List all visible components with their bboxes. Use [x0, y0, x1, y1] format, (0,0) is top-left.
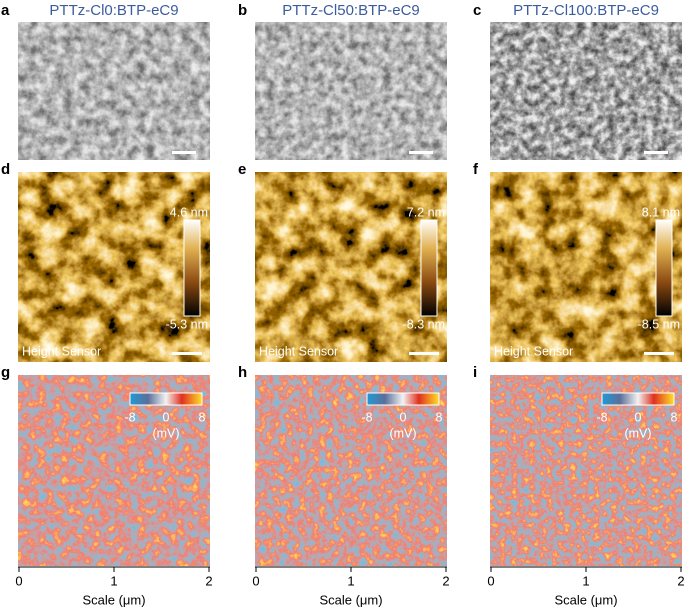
- height-min-label: -5.3 nm: [166, 317, 208, 331]
- height-min-label: -8.3 nm: [403, 317, 445, 331]
- height-max-label: 8.1 nm: [642, 205, 680, 219]
- sem-image: [255, 22, 447, 160]
- kp-image: [490, 375, 682, 566]
- potential-unit: (mV): [389, 426, 416, 440]
- panel-letter: i: [473, 364, 477, 381]
- potential-tick-label: -8: [361, 410, 372, 424]
- potential-tick-label: 8: [436, 410, 443, 424]
- scale-bar: [172, 151, 196, 154]
- panel-letter: g: [1, 364, 10, 381]
- potential-tick-label: -8: [124, 410, 135, 424]
- potential-tick-label: 0: [400, 410, 407, 424]
- panel-letter: b: [238, 2, 247, 19]
- scale-bar: [409, 151, 433, 154]
- panel-letter: a: [1, 2, 10, 19]
- potential-unit: (mV): [152, 426, 179, 440]
- height-sensor-label: Height Sensor: [22, 344, 101, 358]
- potential-tick-label: 0: [163, 410, 170, 424]
- height-colorbar: [420, 219, 438, 317]
- scale-bar: [172, 352, 202, 355]
- x-axis-label: Scale (μm): [554, 592, 617, 607]
- afm-image: [490, 172, 682, 362]
- potential-colorbar: [129, 392, 203, 406]
- x-axis-label: Scale (μm): [82, 592, 145, 607]
- potential-colorbar: [601, 392, 675, 406]
- column-title: PTTz-Cl100:BTP-eC9: [513, 2, 659, 19]
- x-tick-label: 1: [582, 573, 589, 588]
- height-max-label: 7.2 nm: [407, 205, 445, 219]
- panel-letter: f: [473, 161, 479, 178]
- kp-image: [18, 375, 210, 566]
- x-tick-label: 2: [442, 573, 449, 588]
- height-colorbar: [655, 219, 673, 317]
- potential-tick-label: 8: [199, 410, 206, 424]
- height-sensor-label: Height Sensor: [259, 344, 338, 358]
- height-sensor-label: Height Sensor: [494, 344, 573, 358]
- scale-bar: [409, 352, 439, 355]
- potential-tick-label: 0: [635, 410, 642, 424]
- x-tick-label: 2: [205, 573, 212, 588]
- x-tick-label: 1: [110, 573, 117, 588]
- kp-image: [255, 375, 447, 566]
- x-tick-label: 2: [677, 573, 684, 588]
- panel-letter: h: [238, 364, 247, 381]
- afm-image: [255, 172, 447, 362]
- x-tick-label: 0: [487, 573, 494, 588]
- potential-tick-label: 8: [671, 410, 678, 424]
- height-colorbar: [183, 219, 201, 317]
- column-title: PTTz-Cl50:BTP-eC9: [282, 2, 420, 19]
- height-min-label: -8.5 nm: [638, 317, 680, 331]
- potential-tick-label: -8: [596, 410, 607, 424]
- afm-image: [18, 172, 210, 362]
- panel-letter: c: [473, 2, 481, 19]
- x-tick-label: 0: [15, 573, 22, 588]
- column-title: PTTz-Cl0:BTP-eC9: [49, 2, 178, 19]
- x-tick-label: 0: [252, 573, 259, 588]
- scale-bar: [644, 151, 668, 154]
- sem-image: [18, 22, 210, 160]
- height-max-label: 4.6 nm: [170, 205, 208, 219]
- panel-letter: e: [238, 161, 246, 178]
- x-tick-label: 1: [347, 573, 354, 588]
- x-axis-label: Scale (μm): [319, 592, 382, 607]
- potential-colorbar: [366, 392, 440, 406]
- panel-letter: d: [1, 161, 10, 178]
- scale-bar: [644, 352, 674, 355]
- sem-image: [490, 22, 682, 160]
- potential-unit: (mV): [624, 426, 651, 440]
